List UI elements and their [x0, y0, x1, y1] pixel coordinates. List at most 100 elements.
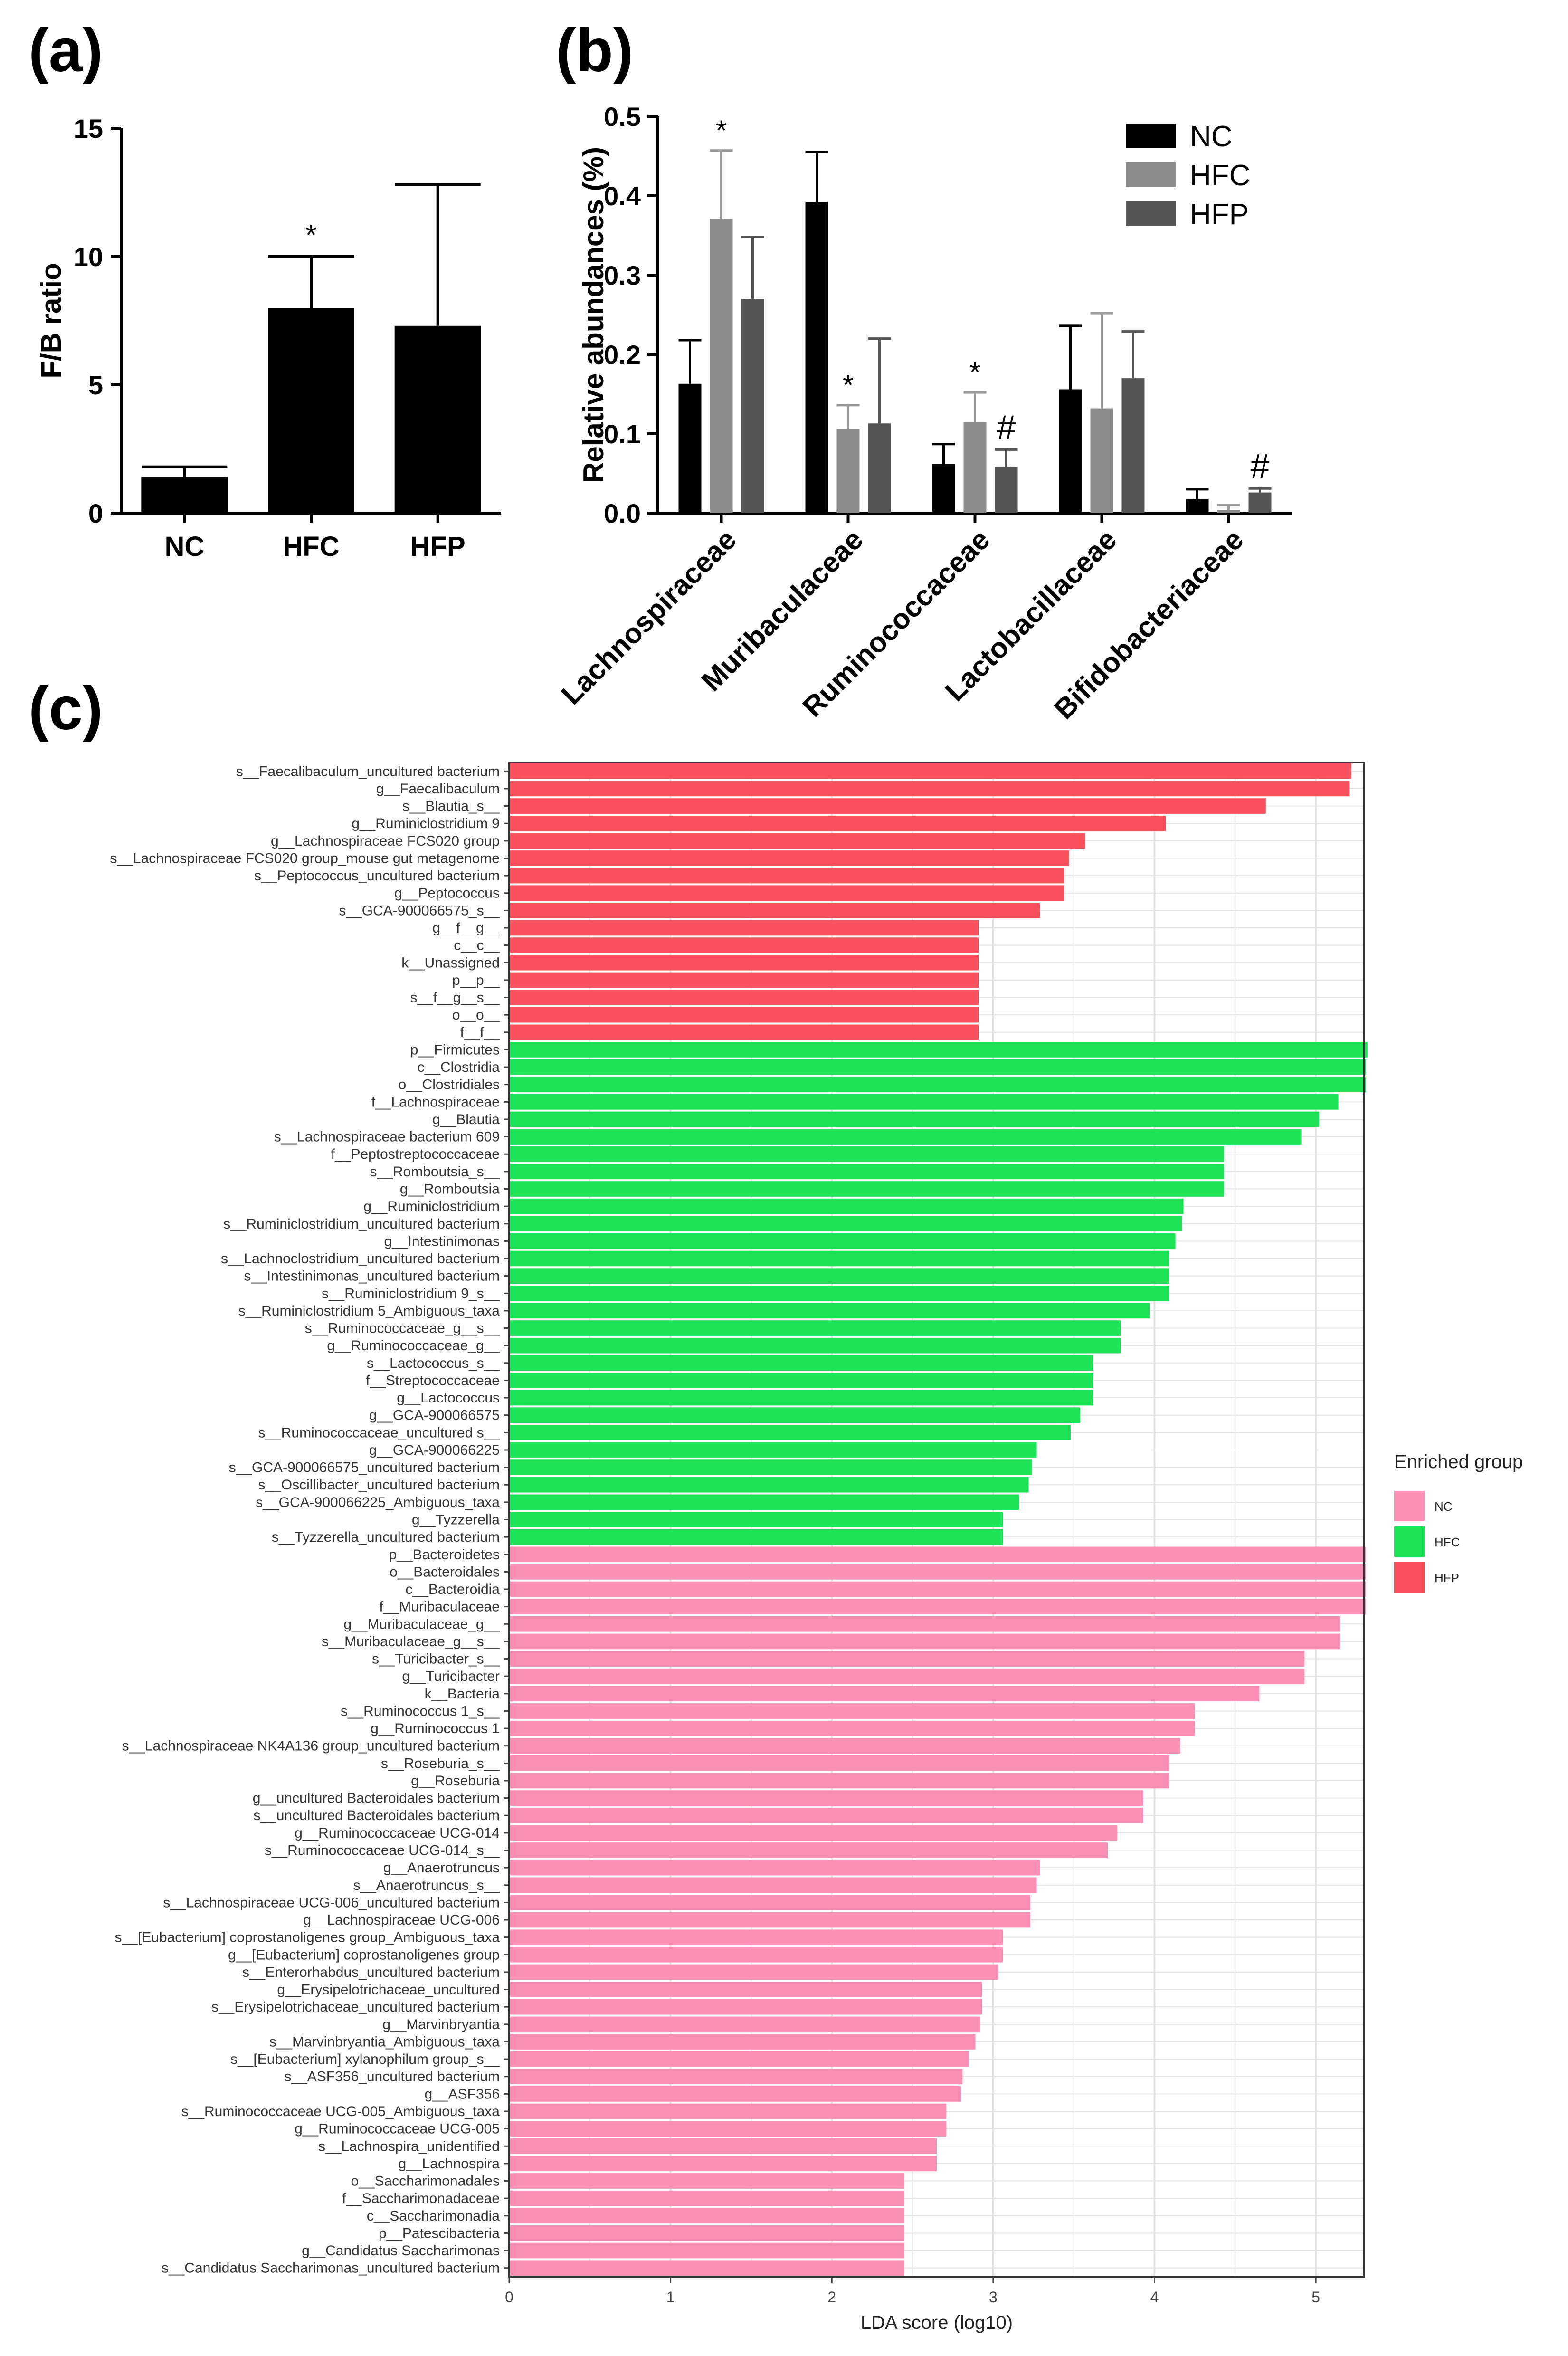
- bar-hfc: [836, 429, 860, 513]
- lda-bar: [509, 903, 1040, 918]
- y-tick-label: 10: [74, 242, 103, 272]
- bar-nc: [678, 383, 702, 513]
- lda-bar: [509, 1303, 1150, 1319]
- taxon-label: s__Tyzzerella_uncultured bacterium: [272, 1529, 500, 1545]
- lda-bar: [509, 763, 1351, 779]
- taxon-label: s__Peptococcus_uncultured bacterium: [254, 868, 500, 884]
- lda-bar: [509, 1929, 1003, 1945]
- bar-hfp: [394, 325, 481, 513]
- taxon-label: f__Lachnospiraceae: [371, 1094, 500, 1110]
- lda-bar: [509, 1164, 1224, 1180]
- lda-bar: [509, 1129, 1302, 1145]
- significance-mark: #: [1250, 448, 1269, 486]
- taxon-label: s__Ruminococcaceae UCG-014_s__: [265, 1843, 501, 1859]
- lda-bar: [509, 1146, 1224, 1162]
- bar-nc: [141, 477, 228, 513]
- legend-swatch-nc: [1126, 124, 1176, 148]
- taxon-label: g__Lachnospiraceae FCS020 group: [271, 833, 500, 849]
- lda-bar: [509, 1216, 1182, 1232]
- taxon-label: f__Muribaculaceae: [380, 1599, 500, 1615]
- lda-bar: [509, 1825, 1118, 1841]
- bar-hfc: [1217, 510, 1240, 513]
- taxon-label: f__Saccharimonadaceae: [342, 2191, 500, 2206]
- lda-bar: [509, 937, 979, 953]
- panel-label-c: (c): [29, 675, 103, 743]
- taxon-label: o__Saccharimonadales: [351, 2174, 500, 2189]
- taxon-label: s__Ruminococcaceae_g__s__: [305, 1321, 501, 1336]
- taxon-label: p__Firmicutes: [410, 1042, 500, 1058]
- chart-c: s__Faecalibaculum_uncultured bacterium g_…: [110, 762, 1523, 2333]
- bar-hfp: [741, 299, 764, 513]
- taxon-label: k__Unassigned: [401, 955, 500, 971]
- bar-hfp: [868, 423, 891, 513]
- lda-bar: [509, 1355, 1093, 1371]
- y-tick-label: 0.2: [604, 340, 641, 370]
- lda-bar: [509, 1477, 1029, 1493]
- taxon-label: g__[Eubacterium] coprostanoligenes group: [228, 1947, 500, 1963]
- bar-hfc: [710, 219, 733, 513]
- legend-label: HFP: [1190, 198, 1249, 231]
- taxon-label: g__ASF356: [425, 2086, 500, 2102]
- y-tick-label: 5: [88, 370, 103, 400]
- taxon-label: g__Turicibacter: [402, 1669, 500, 1684]
- lda-bar: [509, 1007, 979, 1023]
- x-tick-label: 3: [989, 2289, 998, 2306]
- taxon-label: s__Enterorhabdus_uncultured bacterium: [242, 1965, 500, 1980]
- bar-nc: [1186, 498, 1209, 513]
- taxon-label: o__Clostridiales: [399, 1077, 500, 1093]
- bar-hfc: [268, 308, 354, 513]
- y-tick-label: 0.0: [604, 498, 641, 528]
- lda-bar: [509, 2051, 969, 2067]
- taxon-label: s__Anaerotruncus_s__: [353, 1878, 500, 1893]
- lda-bar: [509, 1268, 1169, 1284]
- lda-bar: [509, 2069, 963, 2085]
- lda-bar: [509, 850, 1069, 866]
- taxon-label: k__Bacteria: [425, 1686, 500, 1702]
- lda-bar: [509, 1581, 1366, 1597]
- lda-bar: [509, 1964, 998, 1980]
- taxon-label: s__Faecalibaculum_uncultured bacterium: [236, 763, 500, 779]
- taxon-label: s__Lachnospiraceae UCG-006_uncultured ba…: [163, 1895, 500, 1910]
- taxon-label: g__f__g__: [432, 920, 500, 936]
- lda-bar: [509, 2156, 937, 2172]
- lda-bar: [509, 1285, 1169, 1301]
- lda-bar: [509, 1982, 982, 1997]
- lda-bar: [509, 972, 979, 988]
- taxon-label: g__Tyzzerella: [412, 1512, 500, 1528]
- lda-bar: [509, 1425, 1071, 1440]
- taxon-label: f__Peptostreptococcaceae: [331, 1146, 500, 1162]
- taxon-label: s__ASF356_uncultured bacterium: [284, 2069, 500, 2085]
- y-tick-label: 15: [74, 114, 103, 143]
- taxon-label: s__GCA-900066575_uncultured bacterium: [229, 1460, 500, 1476]
- x-tick-label: 1: [666, 2289, 675, 2306]
- taxon-label: s__Ruminiclostridium 9_s__: [322, 1286, 500, 1301]
- lda-bar: [509, 1564, 1366, 1580]
- lda-bar: [509, 833, 1085, 849]
- y-tick-label: 0.4: [604, 181, 641, 211]
- taxon-label: s__Ruminococcus 1_s__: [341, 1703, 501, 1719]
- lda-bar: [509, 1529, 1003, 1545]
- lda-bar: [509, 1077, 1366, 1093]
- lda-bar: [509, 2208, 905, 2224]
- bar-hfp: [1121, 378, 1145, 513]
- lda-bar: [509, 1668, 1305, 1684]
- taxon-label: s__[Eubacterium] xylanophilum group_s__: [230, 2051, 500, 2067]
- bar-hfc: [1090, 408, 1113, 513]
- lda-bar: [509, 1946, 1003, 1963]
- taxon-label: s__Ruminiclostridium 5_Ambiguous_taxa: [238, 1303, 500, 1319]
- taxon-label: f__Streptococcaceae: [366, 1373, 500, 1388]
- lda-bar: [509, 1703, 1195, 1719]
- taxon-label: g__Muribaculaceae_g__: [343, 1616, 500, 1632]
- significance-mark: *: [716, 114, 727, 146]
- taxon-label: s__Ruminococcaceae UCG-005_Ambiguous_tax…: [181, 2104, 500, 2119]
- taxon-label: s__GCA-900066225_Ambiguous_taxa: [256, 1495, 500, 1510]
- bar-nc: [1059, 389, 1082, 513]
- lda-bar: [509, 1250, 1169, 1267]
- taxon-label: g__Intestinimonas: [384, 1233, 500, 1249]
- y-tick-label: 0.5: [604, 102, 641, 132]
- bar-nc: [805, 202, 828, 513]
- bar-hfp: [1248, 492, 1272, 513]
- taxon-label: g__Ruminiclostridium: [363, 1199, 500, 1214]
- lda-bar: [509, 1877, 1037, 1893]
- panel-label-b: (b): [556, 17, 633, 85]
